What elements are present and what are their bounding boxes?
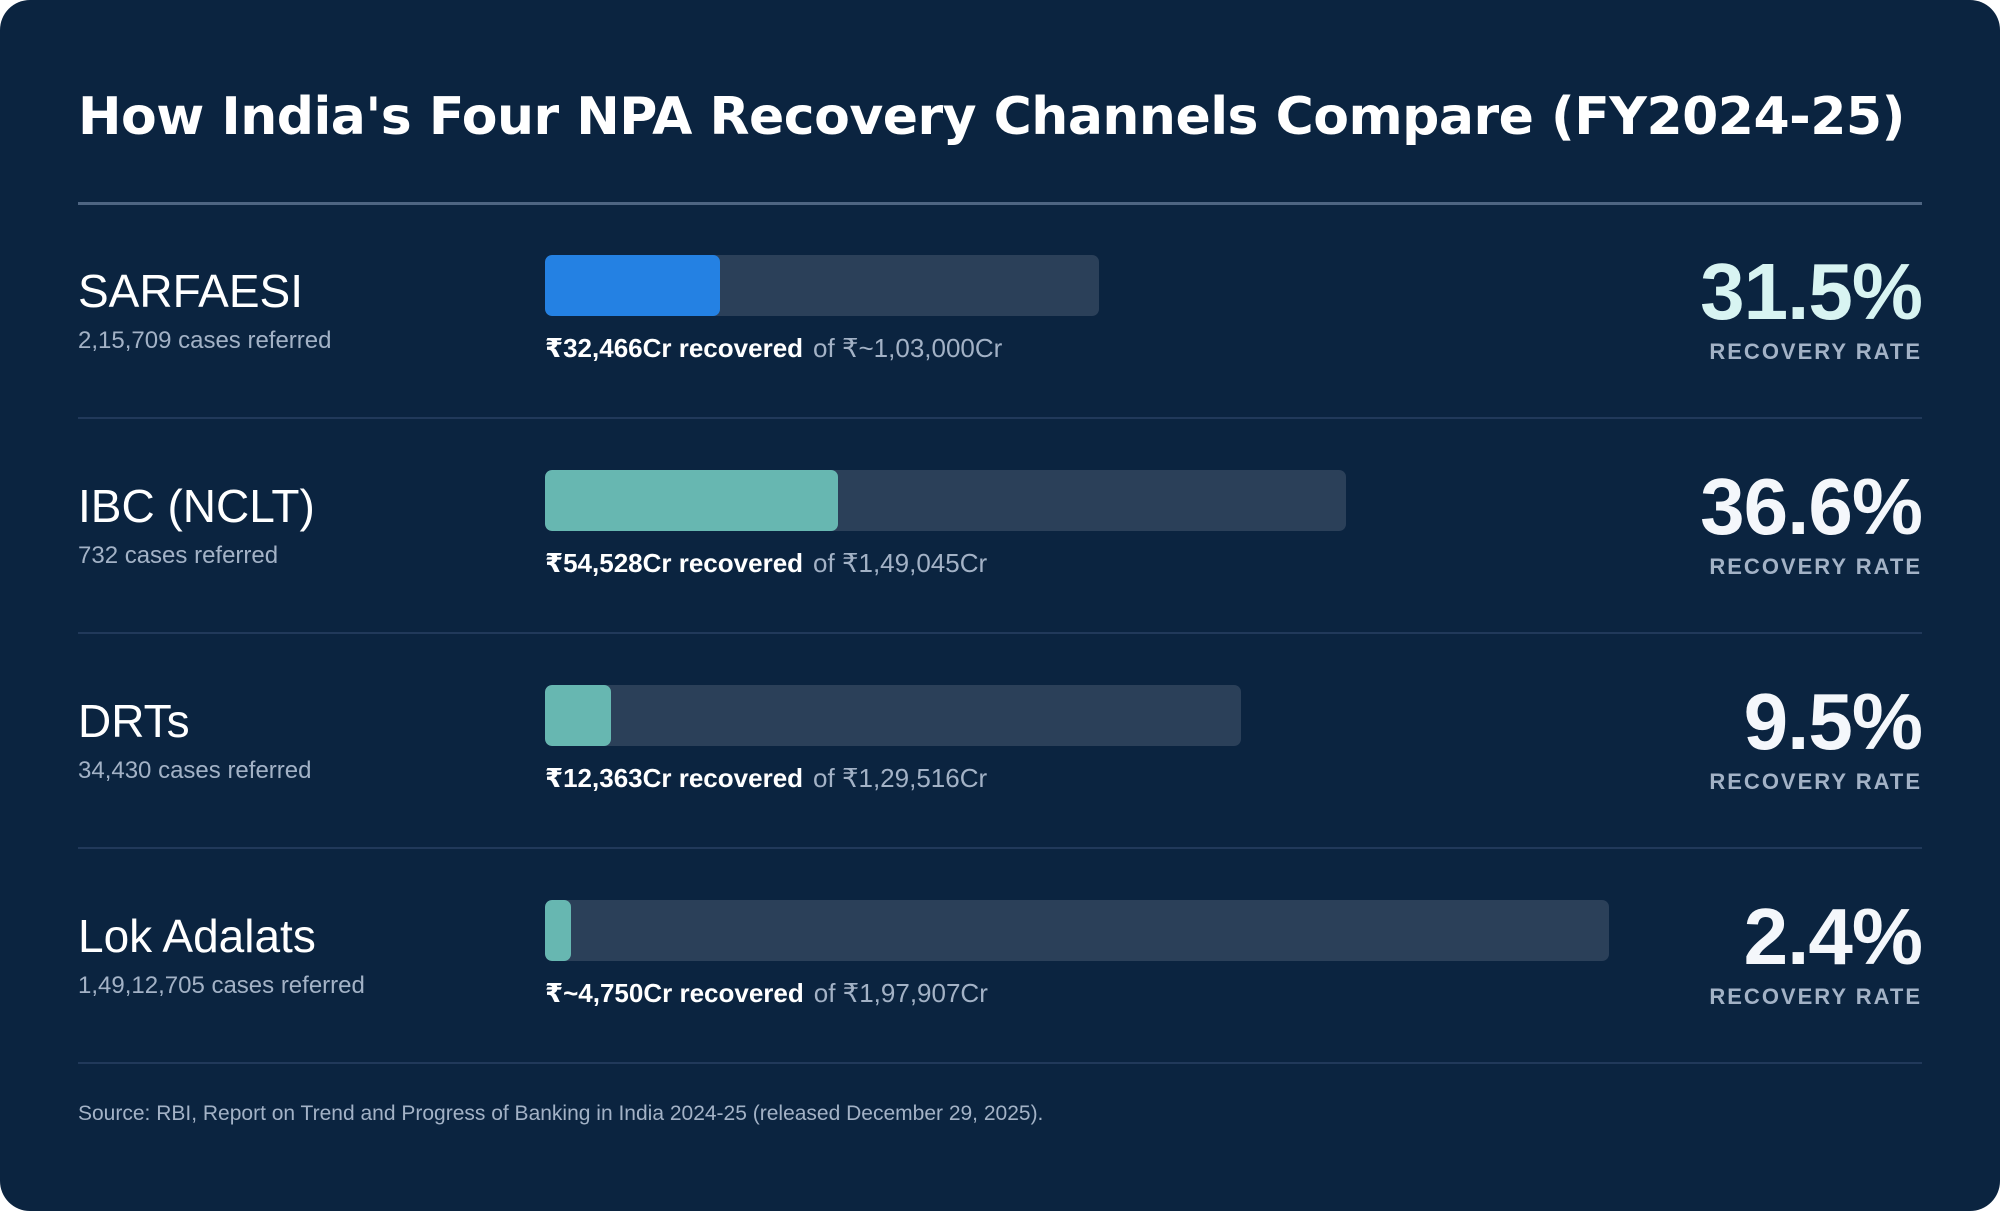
recovery-rate-caption: RECOVERY RATE (1709, 769, 1922, 794)
amount-label-drts: ₹12,363Cr recovered of ₹1,29,516Cr (545, 762, 987, 794)
total-amount: of ₹1,97,907Cr (813, 978, 988, 1008)
channel-name-drts: DRTs (78, 695, 190, 747)
title-divider (78, 202, 1922, 205)
recovery-rate-ibc-nclt: 36.6% (1700, 462, 1923, 551)
bar-fill-lok-adalats (545, 900, 571, 961)
recovered-amount: ₹54,528Cr recovered (545, 548, 804, 578)
source-note: Source: RBI, Report on Trend and Progres… (78, 1102, 1044, 1125)
recovery-rate-caption: RECOVERY RATE (1709, 554, 1922, 579)
cases-referred-sarfaesi: 2,15,709 cases referred (78, 327, 332, 354)
recovered-amount: ₹~4,750Cr recovered (545, 978, 804, 1008)
bar-track-drts (545, 685, 1241, 746)
chart-title: How India's Four NPA Recovery Channels C… (78, 87, 1905, 147)
recovery-rate-drts: 9.5% (1743, 677, 1923, 766)
row-divider (78, 632, 1922, 634)
bar-track-ibc-nclt (545, 470, 1346, 531)
row-divider (78, 1062, 1922, 1064)
channel-name-ibc-nclt: IBC (NCLT) (78, 480, 315, 532)
channel-name-sarfaesi: SARFAESI (78, 265, 303, 317)
channel-name-lok-adalats: Lok Adalats (78, 910, 316, 962)
recovered-amount: ₹12,363Cr recovered (545, 763, 804, 793)
amount-label-sarfaesi: ₹32,466Cr recovered of ₹~1,03,000Cr (545, 332, 1002, 364)
total-amount: of ₹1,29,516Cr (813, 763, 988, 793)
recovery-rate-caption: RECOVERY RATE (1709, 339, 1922, 364)
row-divider (78, 847, 1922, 849)
recovery-rate-lok-adalats: 2.4% (1743, 892, 1923, 981)
total-amount: of ₹~1,03,000Cr (813, 333, 1003, 363)
cases-referred-lok-adalats: 1,49,12,705 cases referred (78, 972, 365, 999)
cases-referred-drts: 34,430 cases referred (78, 757, 312, 784)
row-divider (78, 417, 1922, 419)
bar-fill-sarfaesi (545, 255, 720, 316)
cases-referred-ibc-nclt: 732 cases referred (78, 542, 279, 569)
bar-fill-ibc-nclt (545, 470, 838, 531)
amount-label-lok-adalats: ₹~4,750Cr recovered of ₹1,97,907Cr (545, 977, 988, 1009)
recovered-amount: ₹32,466Cr recovered (545, 333, 804, 363)
bar-track-sarfaesi (545, 255, 1099, 316)
bar-fill-drts (545, 685, 611, 746)
total-amount: of ₹1,49,045Cr (813, 548, 988, 578)
amount-label-ibc-nclt: ₹54,528Cr recovered of ₹1,49,045Cr (545, 547, 987, 579)
recovery-rate-caption: RECOVERY RATE (1709, 984, 1922, 1009)
bar-track-lok-adalats (545, 900, 1609, 961)
recovery-rate-sarfaesi: 31.5% (1700, 247, 1923, 336)
